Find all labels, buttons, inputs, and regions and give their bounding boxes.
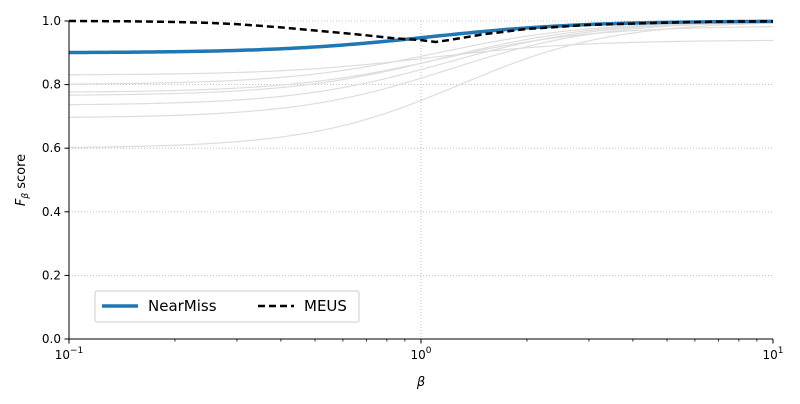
- legend-box: [94, 290, 360, 323]
- legend: NearMiss MEUS: [94, 290, 360, 323]
- y-tick-label: 0.2: [42, 268, 61, 282]
- legend-label-nearmiss: NearMiss: [148, 297, 217, 315]
- background-curve: [68, 39, 774, 76]
- y-tick-label: 0.0: [42, 332, 61, 346]
- x-tick-label: 101: [762, 346, 783, 362]
- background-curve: [68, 21, 774, 85]
- background-curve: [68, 21, 774, 106]
- grid: [69, 20, 773, 339]
- background-curve: [68, 26, 774, 93]
- y-tick-label: 0.6: [42, 141, 61, 155]
- series-line-meus: [68, 19, 774, 44]
- y-tick-label: 0.4: [42, 205, 61, 219]
- y-axis-label: Fβ score: [14, 154, 31, 206]
- legend-label-meus: MEUS: [304, 297, 347, 315]
- background-curve: [68, 22, 774, 149]
- series-lines: [68, 19, 774, 55]
- y-tick-label: 0.8: [42, 78, 61, 92]
- y-ticks: 0.0 0.2 0.4 0.6 0.8 1.0: [42, 14, 69, 346]
- x-tick-label: 10−1: [55, 346, 84, 362]
- background-curves: [68, 21, 774, 149]
- x-tick-label: 100: [410, 346, 431, 362]
- x-ticks: 10−1 100 101: [55, 339, 784, 362]
- y-tick-label: 1.0: [42, 14, 61, 28]
- x-axis-label: β: [416, 375, 425, 390]
- background-curve: [68, 21, 774, 118]
